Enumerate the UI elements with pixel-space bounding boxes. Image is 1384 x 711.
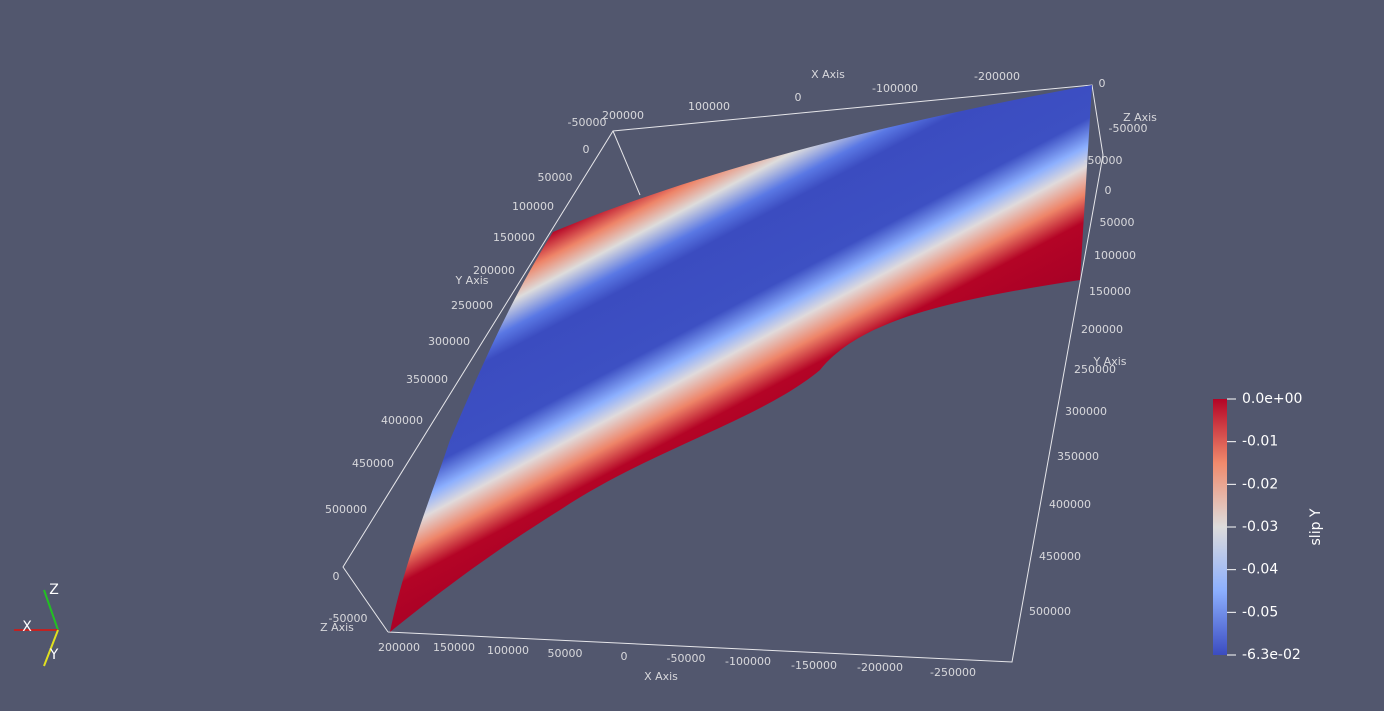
axis-tick-label: 250000: [1074, 363, 1116, 376]
axis-tick-label: 150000: [433, 641, 475, 654]
fault-surface: [390, 85, 1092, 632]
axis-tick-label: 100000: [1094, 249, 1136, 262]
axis-tick-label: 100000: [688, 100, 730, 113]
axis-title: X Axis: [811, 68, 845, 81]
axis-tick-label: 150000: [1089, 285, 1131, 298]
axis-tick-label: -100000: [725, 655, 771, 668]
axis-tick-label: 200000: [1081, 323, 1123, 336]
color-bar-label: -6.3e-02: [1242, 647, 1301, 663]
orientation-axes: [14, 589, 59, 667]
color-bar-label: -0.05: [1242, 604, 1278, 620]
color-bar: [1213, 399, 1227, 655]
axis-tick-label: 150000: [493, 231, 535, 244]
axis-tick-label: 350000: [1057, 450, 1099, 463]
axis-title: Y Axis: [454, 274, 488, 287]
axis-tick-label: -50000: [329, 612, 368, 625]
axis-tick-label: 450000: [352, 457, 394, 470]
color-bar-label: -0.04: [1242, 562, 1278, 578]
axis-tick-label: -100000: [872, 82, 918, 95]
axis-tick-label: 0: [583, 143, 590, 156]
color-bar-label: -0.03: [1242, 519, 1278, 535]
axis-tick-label: -200000: [974, 70, 1020, 83]
axis-tick-label: 200000: [378, 641, 420, 654]
axis-tick-label: 300000: [428, 335, 470, 348]
orientation-axis-label: X: [22, 619, 32, 635]
axis-title: X Axis: [644, 670, 678, 683]
axis-tick-label: 400000: [1049, 498, 1091, 511]
axis-tick-label: 100000: [487, 644, 529, 657]
axis-title: Z Axis: [1123, 111, 1157, 124]
axis-tick-label: -50000: [667, 652, 706, 665]
axis-tick-label: 500000: [1029, 605, 1071, 618]
color-bar-title: slip Y: [1308, 508, 1324, 545]
axis-tick-label: 200000: [473, 264, 515, 277]
color-bar-label: -0.01: [1242, 434, 1278, 450]
color-bar-label: -0.02: [1242, 476, 1278, 492]
axis-tick-label: -50000: [1084, 154, 1123, 167]
axis-tick-label: -50000: [568, 116, 607, 129]
axis-tick-label: 250000: [451, 299, 493, 312]
axis-tick-label: 400000: [381, 414, 423, 427]
axis-title: Y Axis: [1092, 355, 1126, 368]
orientation-axis-label: Y: [49, 647, 59, 663]
axis-tick-label: 50000: [548, 647, 583, 660]
axis-tick-label: 0: [795, 91, 802, 104]
axis-tick-label: 0: [621, 650, 628, 663]
axis-tick-label: 300000: [1065, 405, 1107, 418]
axis-tick-label: -250000: [930, 666, 976, 679]
axis-tick-label: 50000: [1100, 216, 1135, 229]
color-bar-label: 0.0e+00: [1242, 391, 1302, 407]
axis-tick-label: 50000: [538, 171, 573, 184]
axis-tick-label: -200000: [857, 661, 903, 674]
axis-tick-label: 0: [333, 570, 340, 583]
axis-title: Z Axis: [320, 621, 354, 634]
axis-tick-label: -50000: [1109, 122, 1148, 135]
axis-tick-label: 0: [1099, 77, 1106, 90]
axis-tick-label: 500000: [325, 503, 367, 516]
axis-tick-label: 200000: [602, 109, 644, 122]
orientation-axis-label: Z: [49, 582, 59, 598]
axis-tick-label: 0: [1105, 184, 1112, 197]
axis-tick-label: 450000: [1039, 550, 1081, 563]
axis-tick-label: -150000: [791, 659, 837, 672]
axis-tick-label: 100000: [512, 200, 554, 213]
axis-tick-label: 350000: [406, 373, 448, 386]
